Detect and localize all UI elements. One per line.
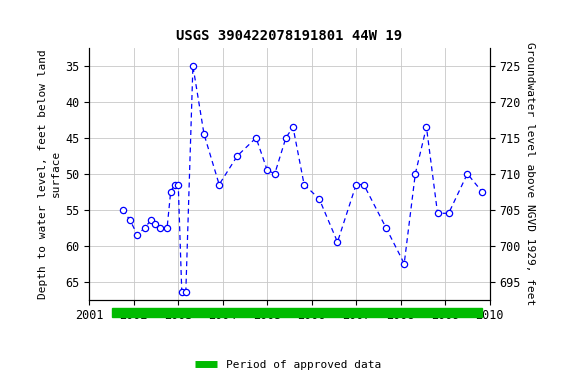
Y-axis label: Depth to water level, feet below land
surface: Depth to water level, feet below land su… xyxy=(38,49,61,299)
Title: USGS 390422078191801 44W 19: USGS 390422078191801 44W 19 xyxy=(176,29,403,43)
Y-axis label: Groundwater level above NGVD 1929, feet: Groundwater level above NGVD 1929, feet xyxy=(525,42,535,305)
Legend: Period of approved data: Period of approved data xyxy=(191,356,385,375)
